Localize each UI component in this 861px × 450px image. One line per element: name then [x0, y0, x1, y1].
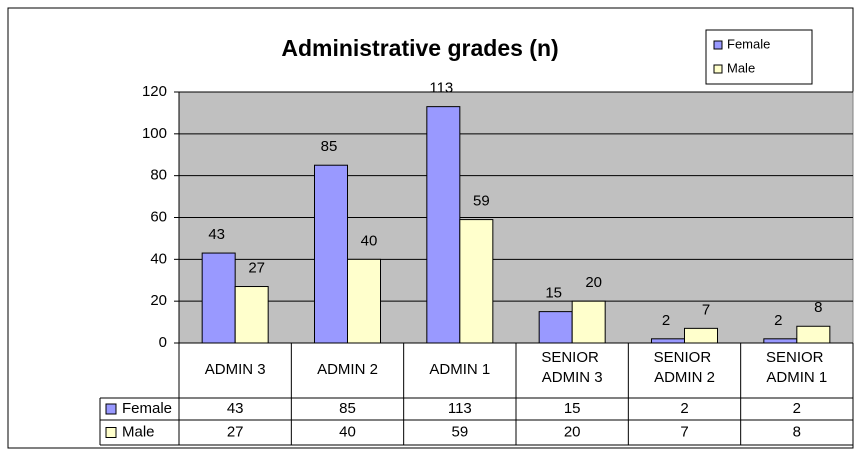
- bar: [201, 252, 236, 344]
- bar: [651, 338, 685, 344]
- bar: [347, 258, 381, 344]
- category-label: ADMIN 2: [317, 361, 378, 378]
- data-label: 85: [321, 138, 338, 155]
- table-cell: 43: [227, 400, 244, 417]
- bar: [763, 338, 798, 344]
- legend-label: Female: [727, 36, 770, 51]
- data-label: 20: [585, 274, 602, 291]
- table-cell: 2: [680, 400, 688, 417]
- y-tick-label: 100: [142, 125, 167, 142]
- data-label: 15: [545, 285, 562, 302]
- table-cell: 20: [564, 423, 581, 440]
- data-label: 113: [429, 80, 453, 97]
- table-cell: 85: [339, 400, 356, 417]
- y-tick-label: 60: [150, 208, 167, 225]
- legend-label: Male: [727, 60, 755, 75]
- category-label: ADMIN 1: [429, 361, 490, 378]
- table-row-label: Male: [122, 423, 155, 440]
- table-cell: 113: [448, 400, 472, 417]
- category-label: SENIOR ADMIN 1: [766, 349, 828, 386]
- table-cell: 27: [227, 423, 244, 440]
- y-tick-label: 20: [150, 292, 167, 309]
- data-label: 27: [248, 259, 265, 276]
- bar: [459, 219, 494, 344]
- bar: [234, 286, 269, 344]
- table-cell: 8: [793, 423, 801, 440]
- table-cell: 2: [793, 400, 801, 417]
- y-tick-label: 120: [142, 83, 167, 100]
- y-tick-label: 80: [150, 167, 167, 184]
- data-label: 2: [774, 312, 782, 329]
- data-label: 40: [361, 232, 378, 249]
- y-tick-label: 40: [150, 250, 167, 267]
- data-label: 43: [208, 226, 225, 243]
- bar: [426, 106, 461, 344]
- legend-key: [713, 64, 723, 74]
- data-label: 2: [662, 312, 670, 329]
- bar: [571, 300, 606, 344]
- y-tick-label: 0: [159, 334, 167, 351]
- category-label: ADMIN 3: [205, 361, 266, 378]
- legend-key: [105, 427, 117, 438]
- legend-key: [713, 40, 723, 50]
- data-label: 59: [473, 193, 490, 210]
- chart-title: Administrative grades (n): [281, 35, 558, 61]
- bar: [314, 164, 348, 344]
- table-cell: 15: [564, 400, 581, 417]
- data-label: 8: [814, 299, 822, 316]
- bar: [796, 325, 831, 344]
- data-label: 7: [702, 301, 710, 318]
- legend: [705, 29, 813, 85]
- table-row-label: Female: [122, 400, 172, 417]
- table-cell: 40: [339, 423, 356, 440]
- category-label: SENIOR ADMIN 2: [654, 349, 716, 386]
- category-label: SENIOR ADMIN 3: [541, 349, 603, 386]
- table-cell: 7: [680, 423, 688, 440]
- bar: [538, 311, 573, 344]
- bar: [684, 327, 718, 344]
- table-cell: 59: [451, 423, 468, 440]
- legend-key: [105, 403, 117, 415]
